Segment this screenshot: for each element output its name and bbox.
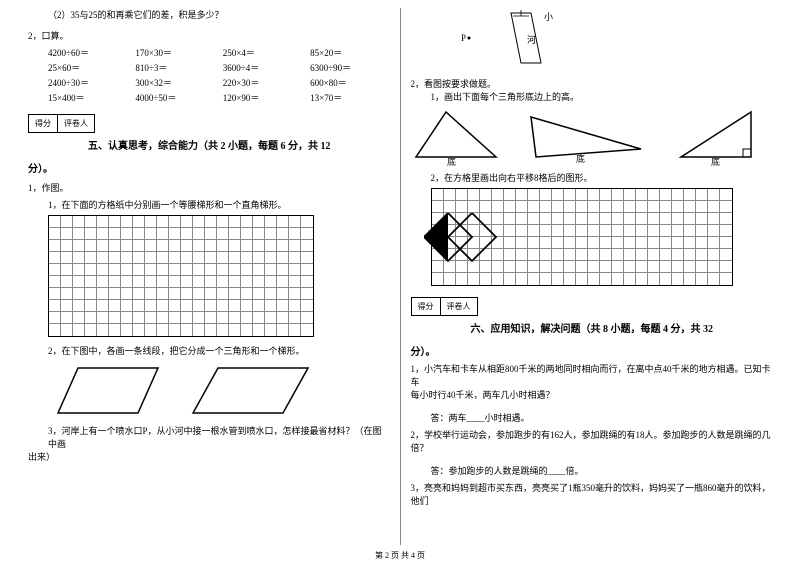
fen-label: 分）。 bbox=[411, 343, 773, 358]
problem-1-2: 2，在下图中，各画一条线段，把它分成一个三角形和一个梯形。 bbox=[28, 344, 390, 357]
word-problem-2: 2，学校举行运动会，参加跑步的有162人，参加跳绳的有18人。参加跑步的人数是跳… bbox=[411, 428, 773, 454]
right-q2: 2，看图按要求做题。 bbox=[411, 77, 773, 90]
grader-label: 评卷人 bbox=[58, 115, 94, 132]
calc-grid: 4200÷60＝ 170×30＝ 250×4＝ 85×20＝ 25×60＝ 81… bbox=[28, 46, 390, 104]
svg-text:底: 底 bbox=[447, 156, 456, 167]
calc-item: 810÷3＝ bbox=[135, 61, 214, 74]
calc-item: 170×30＝ bbox=[135, 46, 214, 59]
calc-item: 6300÷90＝ bbox=[310, 61, 389, 74]
fen-label: 分）。 bbox=[28, 160, 390, 175]
he-label: 河 bbox=[527, 34, 536, 45]
right-q2-1: 1，画出下面每个三角形底边上的高。 bbox=[411, 90, 773, 103]
p-label: P bbox=[461, 33, 466, 43]
section-5-title: 五、认真思考，综合能力（共 2 小题，每题 6 分，共 12 bbox=[88, 137, 390, 152]
score-label: 得分 bbox=[412, 298, 441, 315]
calc-item: 120×90＝ bbox=[223, 91, 302, 104]
calc-item: 3600÷4＝ bbox=[223, 61, 302, 74]
problem-1-3: 3，河岸上有一个喷水口P，从小河中接一根水管到喷水口，怎样接最省材料？（在图中画 bbox=[28, 424, 390, 450]
question-1-2: （2）35与25的和再乘它们的差，积是多少？ bbox=[28, 8, 390, 21]
score-box: 得分 评卷人 bbox=[28, 114, 95, 133]
word-problem-1-ans: 答：两车____小时相遇。 bbox=[411, 411, 773, 424]
word-problem-1a: 1，小汽车和卡车从相距800千米的两地同时相向而行，在离中点40千米的地方相遇。… bbox=[411, 362, 773, 388]
calc-item: 4200÷60＝ bbox=[48, 46, 127, 59]
xiao-label: 小 bbox=[544, 12, 553, 22]
grader-label: 评卷人 bbox=[441, 298, 477, 315]
score-box: 得分 评卷人 bbox=[411, 297, 478, 316]
right-q2-2: 2，在方格里画出向右平移8格后的图形。 bbox=[411, 171, 773, 184]
calc-item: 300×32＝ bbox=[135, 76, 214, 89]
problem-1-1: 1，在下面的方格纸中分别画一个等腰梯形和一个直角梯形。 bbox=[28, 198, 390, 211]
problem-1: 1，作图。 bbox=[28, 181, 390, 194]
word-problem-1b: 每小时行40千米，两车几小时相遇？ bbox=[411, 388, 773, 401]
grid-paper-2 bbox=[411, 188, 773, 287]
calc-item: 4000÷50＝ bbox=[135, 91, 214, 104]
score-label: 得分 bbox=[29, 115, 58, 132]
question-2-label: 2，口算。 bbox=[28, 29, 390, 42]
parallelograms bbox=[28, 363, 390, 418]
calc-item: 85×20＝ bbox=[310, 46, 389, 59]
word-problem-3: 3，亮亮和妈妈到超市买东西，亮亮买了1瓶350毫升的饮料，妈妈买了一瓶860毫升… bbox=[411, 481, 773, 507]
section-6-title: 六、应用知识，解决问题（共 8 小题，每题 4 分，共 32 bbox=[471, 320, 773, 335]
grid-paper-1 bbox=[28, 215, 390, 338]
problem-1-3b: 出来） bbox=[28, 450, 390, 463]
word-problem-2-ans: 答：参加跑步的人数是跳绳的____倍。 bbox=[411, 464, 773, 477]
calc-item: 25×60＝ bbox=[48, 61, 127, 74]
calc-item: 2400÷30＝ bbox=[48, 76, 127, 89]
calc-item: 15×400＝ bbox=[48, 91, 127, 104]
calc-item: 250×4＝ bbox=[223, 46, 302, 59]
calc-item: 600×80＝ bbox=[310, 76, 389, 89]
svg-text:底: 底 bbox=[711, 156, 720, 167]
page-footer: 第 2 页 共 4 页 bbox=[0, 550, 800, 561]
river-diagram: P 小 河 bbox=[451, 8, 773, 73]
calc-item: 13×70＝ bbox=[310, 91, 389, 104]
triangles: 底 底 底 bbox=[411, 107, 773, 167]
calc-item: 220×30＝ bbox=[223, 76, 302, 89]
svg-text:底: 底 bbox=[576, 153, 585, 164]
